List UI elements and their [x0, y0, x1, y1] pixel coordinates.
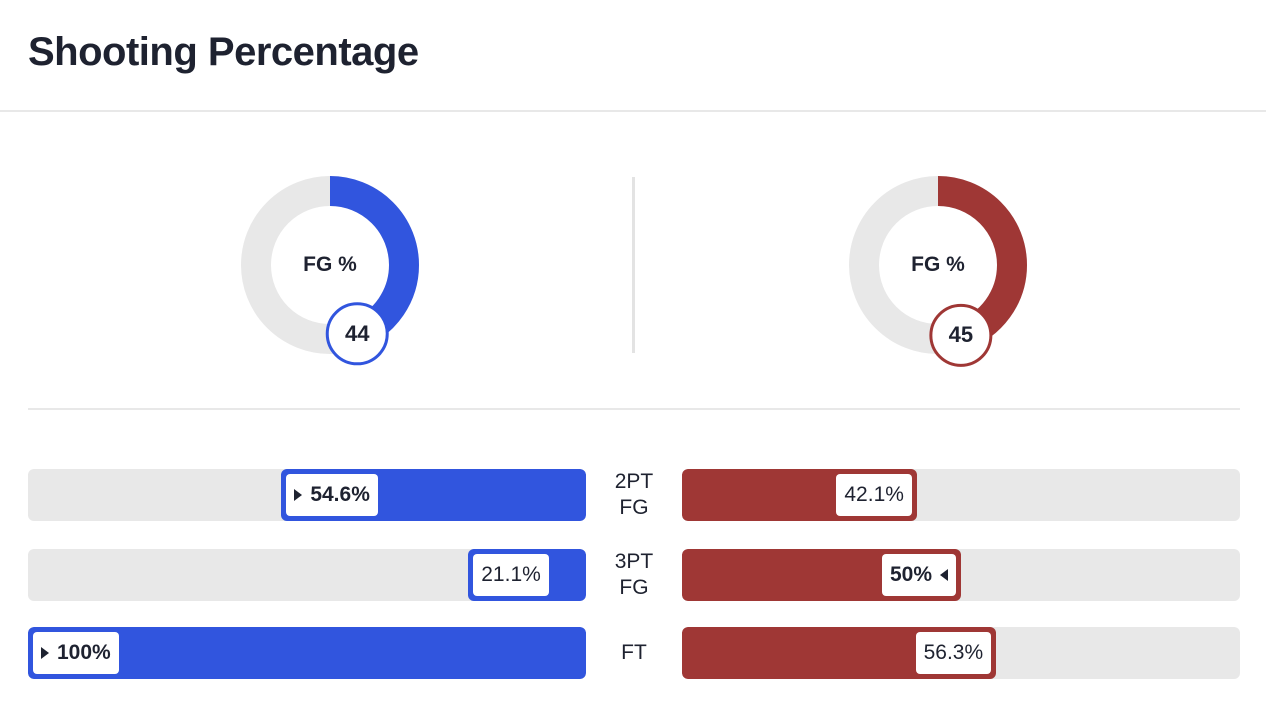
bar-label-right: 50% [881, 554, 956, 596]
bar-category-label: 3PT FG [614, 550, 654, 599]
donut-left-badge [325, 302, 389, 366]
donut-left-arc [241, 176, 419, 354]
bar-value-right: 56.3% [923, 641, 984, 664]
bar-row: 100% FT 56.3% [0, 627, 1266, 679]
donut-left-value: 44 [344, 320, 370, 346]
bar-track-left: 54.6% [28, 469, 586, 521]
bar-label-left: 54.6% [286, 474, 378, 516]
leader-arrow-icon [41, 647, 49, 659]
header-divider [0, 110, 1266, 112]
bar-label-left: 100% [33, 632, 119, 674]
bar-value-right: 50% [889, 563, 932, 586]
donut-left-svg [241, 176, 419, 366]
bar-value-right: 42.1% [844, 483, 904, 506]
leader-arrow-icon [940, 569, 948, 581]
bar-label-right: 42.1% [836, 474, 912, 516]
bar-row: 21.1% 3PT FG 50% [0, 549, 1266, 601]
donut-left: FG % 44 [241, 176, 419, 366]
section-divider [28, 408, 1240, 410]
leader-arrow-icon [294, 489, 303, 501]
bar-label-left: 21.1% [473, 554, 549, 596]
donut-right-arc [849, 176, 1027, 354]
bar-value-left: 21.1% [481, 563, 541, 586]
bar-track-left: 100% [28, 627, 586, 679]
donut-right-badge [929, 303, 993, 367]
bar-category-label: FT [621, 641, 647, 664]
bar-category-label: 2PT FG [614, 470, 654, 519]
bar-track-right: 50% [682, 549, 1240, 601]
donut-right-label: FG % [911, 253, 965, 276]
bar-track-left: 21.1% [28, 549, 586, 601]
bar-track-right: 42.1% [682, 469, 1240, 521]
bar-fill-left [28, 627, 586, 679]
donut-right: FG % 45 [849, 176, 1027, 367]
bar-track-right: 56.3% [682, 627, 1240, 679]
donut-divider [632, 177, 635, 353]
bar-label-right: 56.3% [915, 632, 992, 674]
donut-right-svg [849, 176, 1027, 367]
donut-right-value: 45 [948, 322, 974, 348]
bar-value-left: 54.6% [310, 483, 370, 506]
bar-value-left: 100% [57, 641, 111, 664]
bar-row: 54.6% 2PT FG 42.1% [0, 469, 1266, 521]
donut-left-label: FG % [303, 253, 357, 276]
chart-title: Shooting Percentage [28, 30, 419, 74]
